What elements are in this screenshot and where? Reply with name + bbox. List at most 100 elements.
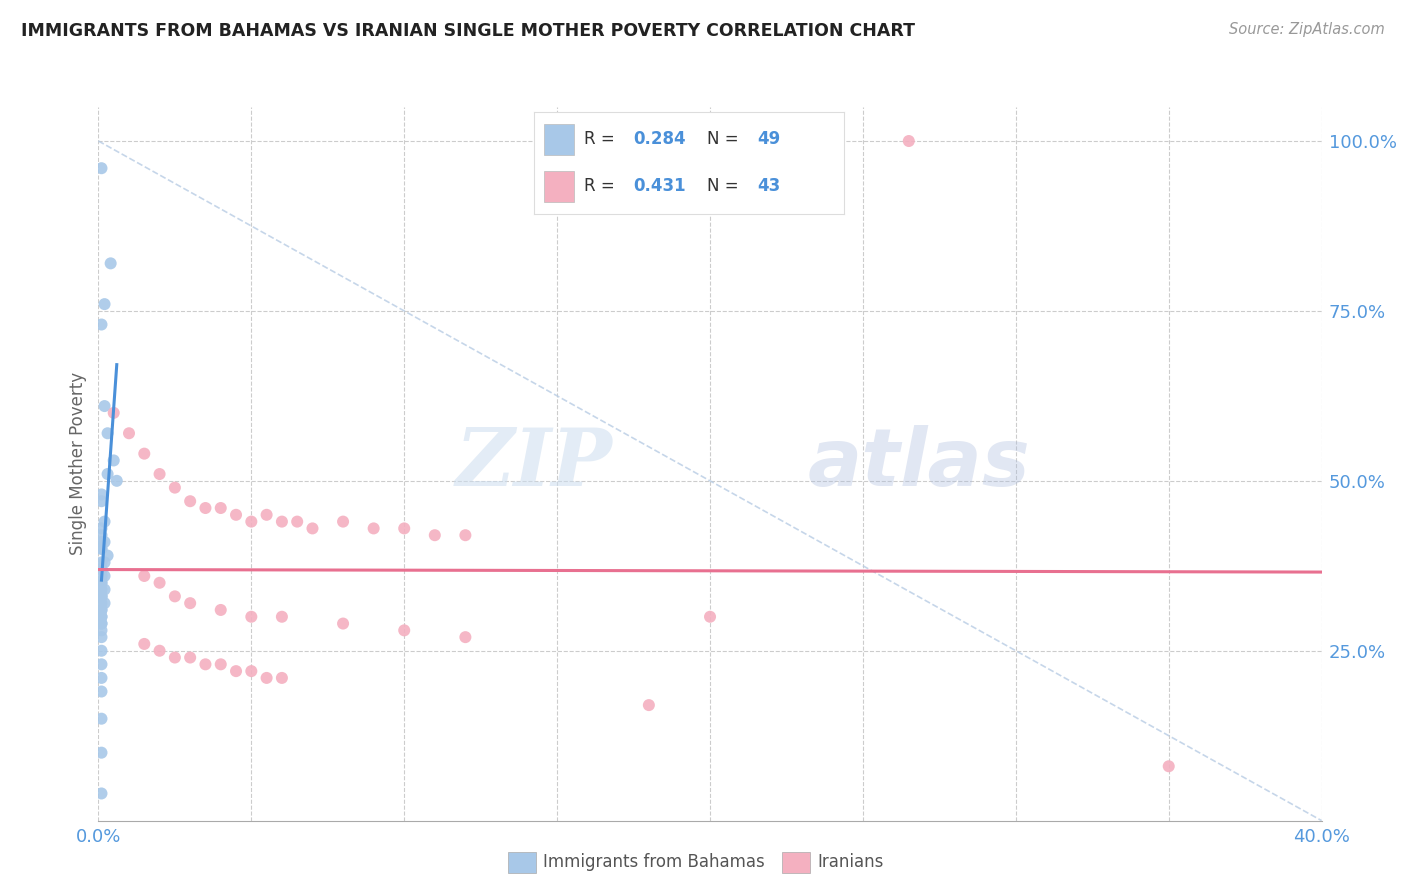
Text: N =: N = xyxy=(707,130,744,148)
Point xyxy=(637,698,661,712)
Point xyxy=(392,624,416,638)
Point xyxy=(90,562,112,576)
Text: R =: R = xyxy=(583,130,620,148)
Bar xyxy=(544,171,575,202)
Point xyxy=(240,609,263,624)
Point xyxy=(90,609,112,624)
Point xyxy=(93,569,115,583)
Point xyxy=(163,481,186,495)
Point xyxy=(699,609,721,624)
Point xyxy=(270,671,292,685)
Bar xyxy=(782,852,810,873)
Point xyxy=(332,515,354,529)
Point xyxy=(93,297,115,311)
Point xyxy=(149,644,172,658)
Point xyxy=(93,399,115,413)
Point xyxy=(103,453,125,467)
Point xyxy=(209,657,232,672)
Point xyxy=(897,134,920,148)
Text: ZIP: ZIP xyxy=(456,425,612,502)
Point xyxy=(90,616,112,631)
Y-axis label: Single Mother Poverty: Single Mother Poverty xyxy=(69,372,87,556)
Text: Source: ZipAtlas.com: Source: ZipAtlas.com xyxy=(1229,22,1385,37)
Point xyxy=(256,671,278,685)
Point xyxy=(90,535,112,549)
Point xyxy=(270,609,292,624)
Point xyxy=(105,474,128,488)
Point xyxy=(179,650,201,665)
Point xyxy=(209,501,232,516)
Point xyxy=(90,555,112,569)
Text: IMMIGRANTS FROM BAHAMAS VS IRANIAN SINGLE MOTHER POVERTY CORRELATION CHART: IMMIGRANTS FROM BAHAMAS VS IRANIAN SINGL… xyxy=(21,22,915,40)
Point xyxy=(90,575,112,590)
Point xyxy=(194,501,217,516)
Text: R =: R = xyxy=(583,178,620,195)
Point xyxy=(97,549,120,563)
Text: 0.431: 0.431 xyxy=(633,178,686,195)
Point xyxy=(90,541,112,556)
Point xyxy=(90,590,112,604)
Point xyxy=(90,644,112,658)
Point xyxy=(134,447,156,461)
Point xyxy=(90,630,112,644)
Point xyxy=(93,596,115,610)
Point xyxy=(93,582,115,597)
Text: atlas: atlas xyxy=(808,425,1031,503)
Text: Iranians: Iranians xyxy=(817,853,883,871)
Point xyxy=(225,664,247,678)
Point xyxy=(194,657,217,672)
Point xyxy=(332,616,354,631)
Point xyxy=(90,541,112,556)
Point xyxy=(423,528,446,542)
Point xyxy=(90,590,112,604)
Point xyxy=(90,562,112,576)
Point xyxy=(270,515,292,529)
Text: 49: 49 xyxy=(756,130,780,148)
Point xyxy=(90,712,112,726)
Point xyxy=(179,596,201,610)
Point xyxy=(179,494,201,508)
Text: N =: N = xyxy=(707,178,744,195)
Point xyxy=(149,575,172,590)
Point xyxy=(93,555,115,569)
Point xyxy=(256,508,278,522)
Point xyxy=(90,671,112,685)
Point xyxy=(301,521,323,535)
Point xyxy=(454,630,477,644)
Point xyxy=(90,603,112,617)
Point xyxy=(163,650,186,665)
Point xyxy=(90,657,112,672)
Point xyxy=(90,318,112,332)
Point xyxy=(90,590,112,604)
Point xyxy=(363,521,385,535)
Point xyxy=(134,569,156,583)
Point xyxy=(90,609,112,624)
Point xyxy=(90,528,112,542)
Point xyxy=(97,426,120,441)
Point xyxy=(90,575,112,590)
Point xyxy=(149,467,172,481)
Point xyxy=(90,684,112,698)
Point xyxy=(240,515,263,529)
Point xyxy=(134,637,156,651)
Point xyxy=(100,256,122,270)
Point xyxy=(93,515,115,529)
Point xyxy=(90,487,112,501)
Point xyxy=(392,521,416,535)
Point xyxy=(225,508,247,522)
Point xyxy=(90,582,112,597)
Point xyxy=(93,535,115,549)
Bar xyxy=(508,852,536,873)
Point xyxy=(90,746,112,760)
Point xyxy=(118,426,141,441)
Text: 43: 43 xyxy=(756,178,780,195)
Bar xyxy=(544,124,575,154)
Point xyxy=(285,515,308,529)
Point xyxy=(90,161,112,176)
Point xyxy=(97,467,120,481)
Text: 0.284: 0.284 xyxy=(633,130,686,148)
Point xyxy=(90,494,112,508)
Point xyxy=(90,603,112,617)
Point xyxy=(90,521,112,535)
Point xyxy=(103,406,125,420)
